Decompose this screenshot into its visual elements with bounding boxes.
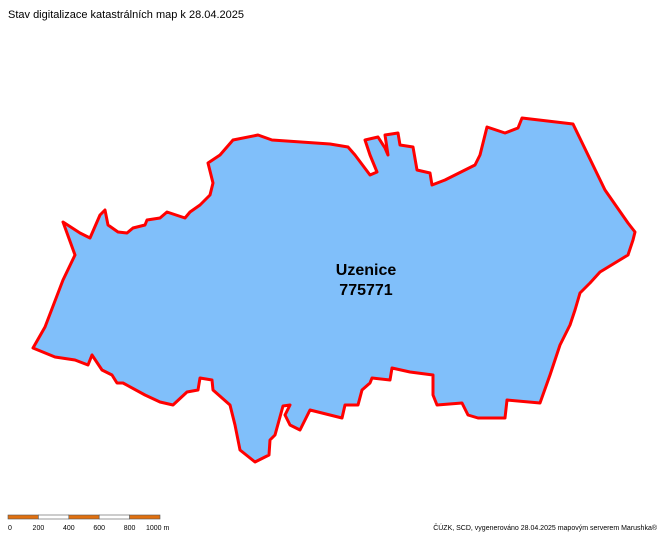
scale-segment: [38, 514, 70, 520]
scale-label: 800: [124, 525, 136, 532]
scale-segment: [129, 514, 161, 520]
scale-label: 600: [93, 525, 105, 532]
scale-label: 1000 m: [146, 525, 170, 532]
scale-segment: [7, 514, 39, 520]
map-title: Stav digitalizace katastrálních map k 28…: [8, 9, 244, 21]
cadastral-area: [31, 116, 637, 464]
credit: ČÚZK, SCD, vygenerováno 28.04.2025 mapov…: [433, 523, 658, 532]
scale-label: 0: [8, 525, 12, 532]
area-code: 775771: [339, 282, 392, 299]
scale-segment: [68, 514, 100, 520]
area-name: Uzenice: [336, 262, 397, 279]
scale-segment: [98, 514, 130, 520]
scale-label: 400: [63, 525, 75, 532]
scale-label: 200: [33, 525, 45, 532]
